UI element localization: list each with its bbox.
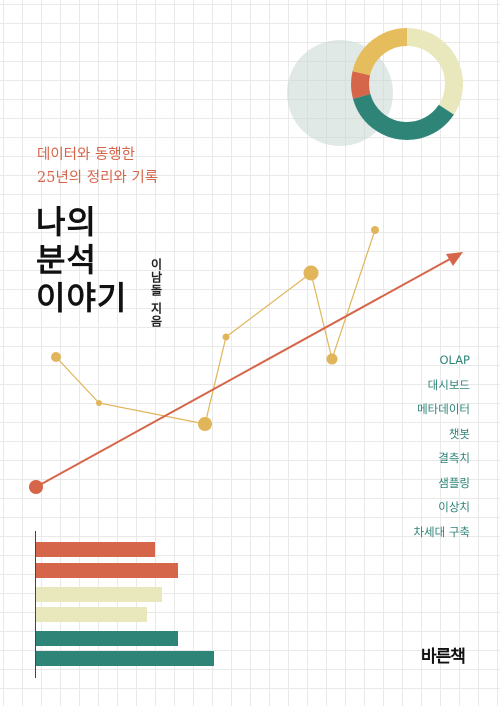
- trend-arrow-start: [29, 480, 43, 494]
- keyword-item: OLAP: [439, 353, 470, 367]
- author-credit: 이남돌 지음: [149, 258, 163, 329]
- subtitle-line: 25년의 정리와 기록: [37, 170, 159, 186]
- title-line: 나의: [36, 203, 97, 241]
- keyword-item: 결측치: [438, 451, 470, 465]
- donut-segment-gold: [351, 28, 463, 140]
- keyword-item: 샘플링: [438, 475, 470, 490]
- trend-arrow-graphic: [29, 252, 463, 494]
- line-point: [371, 226, 379, 234]
- title-line: 이야기: [36, 279, 128, 317]
- trend-arrow-line: [35, 258, 451, 488]
- bar: [36, 587, 162, 602]
- bar-chart-graphic: [35, 531, 214, 678]
- bar: [36, 651, 214, 666]
- donut-segment-teal: [351, 28, 463, 140]
- book-subtitle: 데이터와 동행한 25년의 정리와 기록: [37, 144, 237, 190]
- bar: [36, 607, 147, 622]
- publisher-logo: 바른책: [421, 647, 466, 667]
- keyword-item: 메타데이터: [417, 402, 470, 416]
- donut-chart-graphic: [287, 28, 463, 146]
- keyword-list: OLAP 대시보드 메타데이터 챗봇 결측치 샘플링 이상치 차세대 구축: [413, 348, 470, 544]
- bar: [36, 542, 155, 557]
- donut-segment-red: [351, 28, 463, 140]
- keyword-item: 차세대 구축: [413, 524, 470, 539]
- line-point: [326, 353, 338, 365]
- line-point: [198, 417, 212, 431]
- line-point: [222, 333, 230, 341]
- bar: [36, 631, 178, 646]
- keyword-item: 대시보드: [427, 377, 470, 392]
- line-chart-graphic: [51, 226, 379, 431]
- subtitle-line: 데이터와 동행한: [37, 147, 135, 163]
- keyword-item: 챗봇: [448, 426, 470, 441]
- bar: [36, 563, 178, 578]
- line-point: [96, 400, 102, 406]
- trend-arrow-head: [446, 252, 463, 266]
- line-point: [303, 265, 319, 281]
- title-line: 분석: [36, 241, 97, 279]
- line-point: [51, 352, 61, 362]
- book-title: 나의 분석 이야기: [36, 203, 127, 317]
- keyword-item: 이상치: [438, 500, 470, 514]
